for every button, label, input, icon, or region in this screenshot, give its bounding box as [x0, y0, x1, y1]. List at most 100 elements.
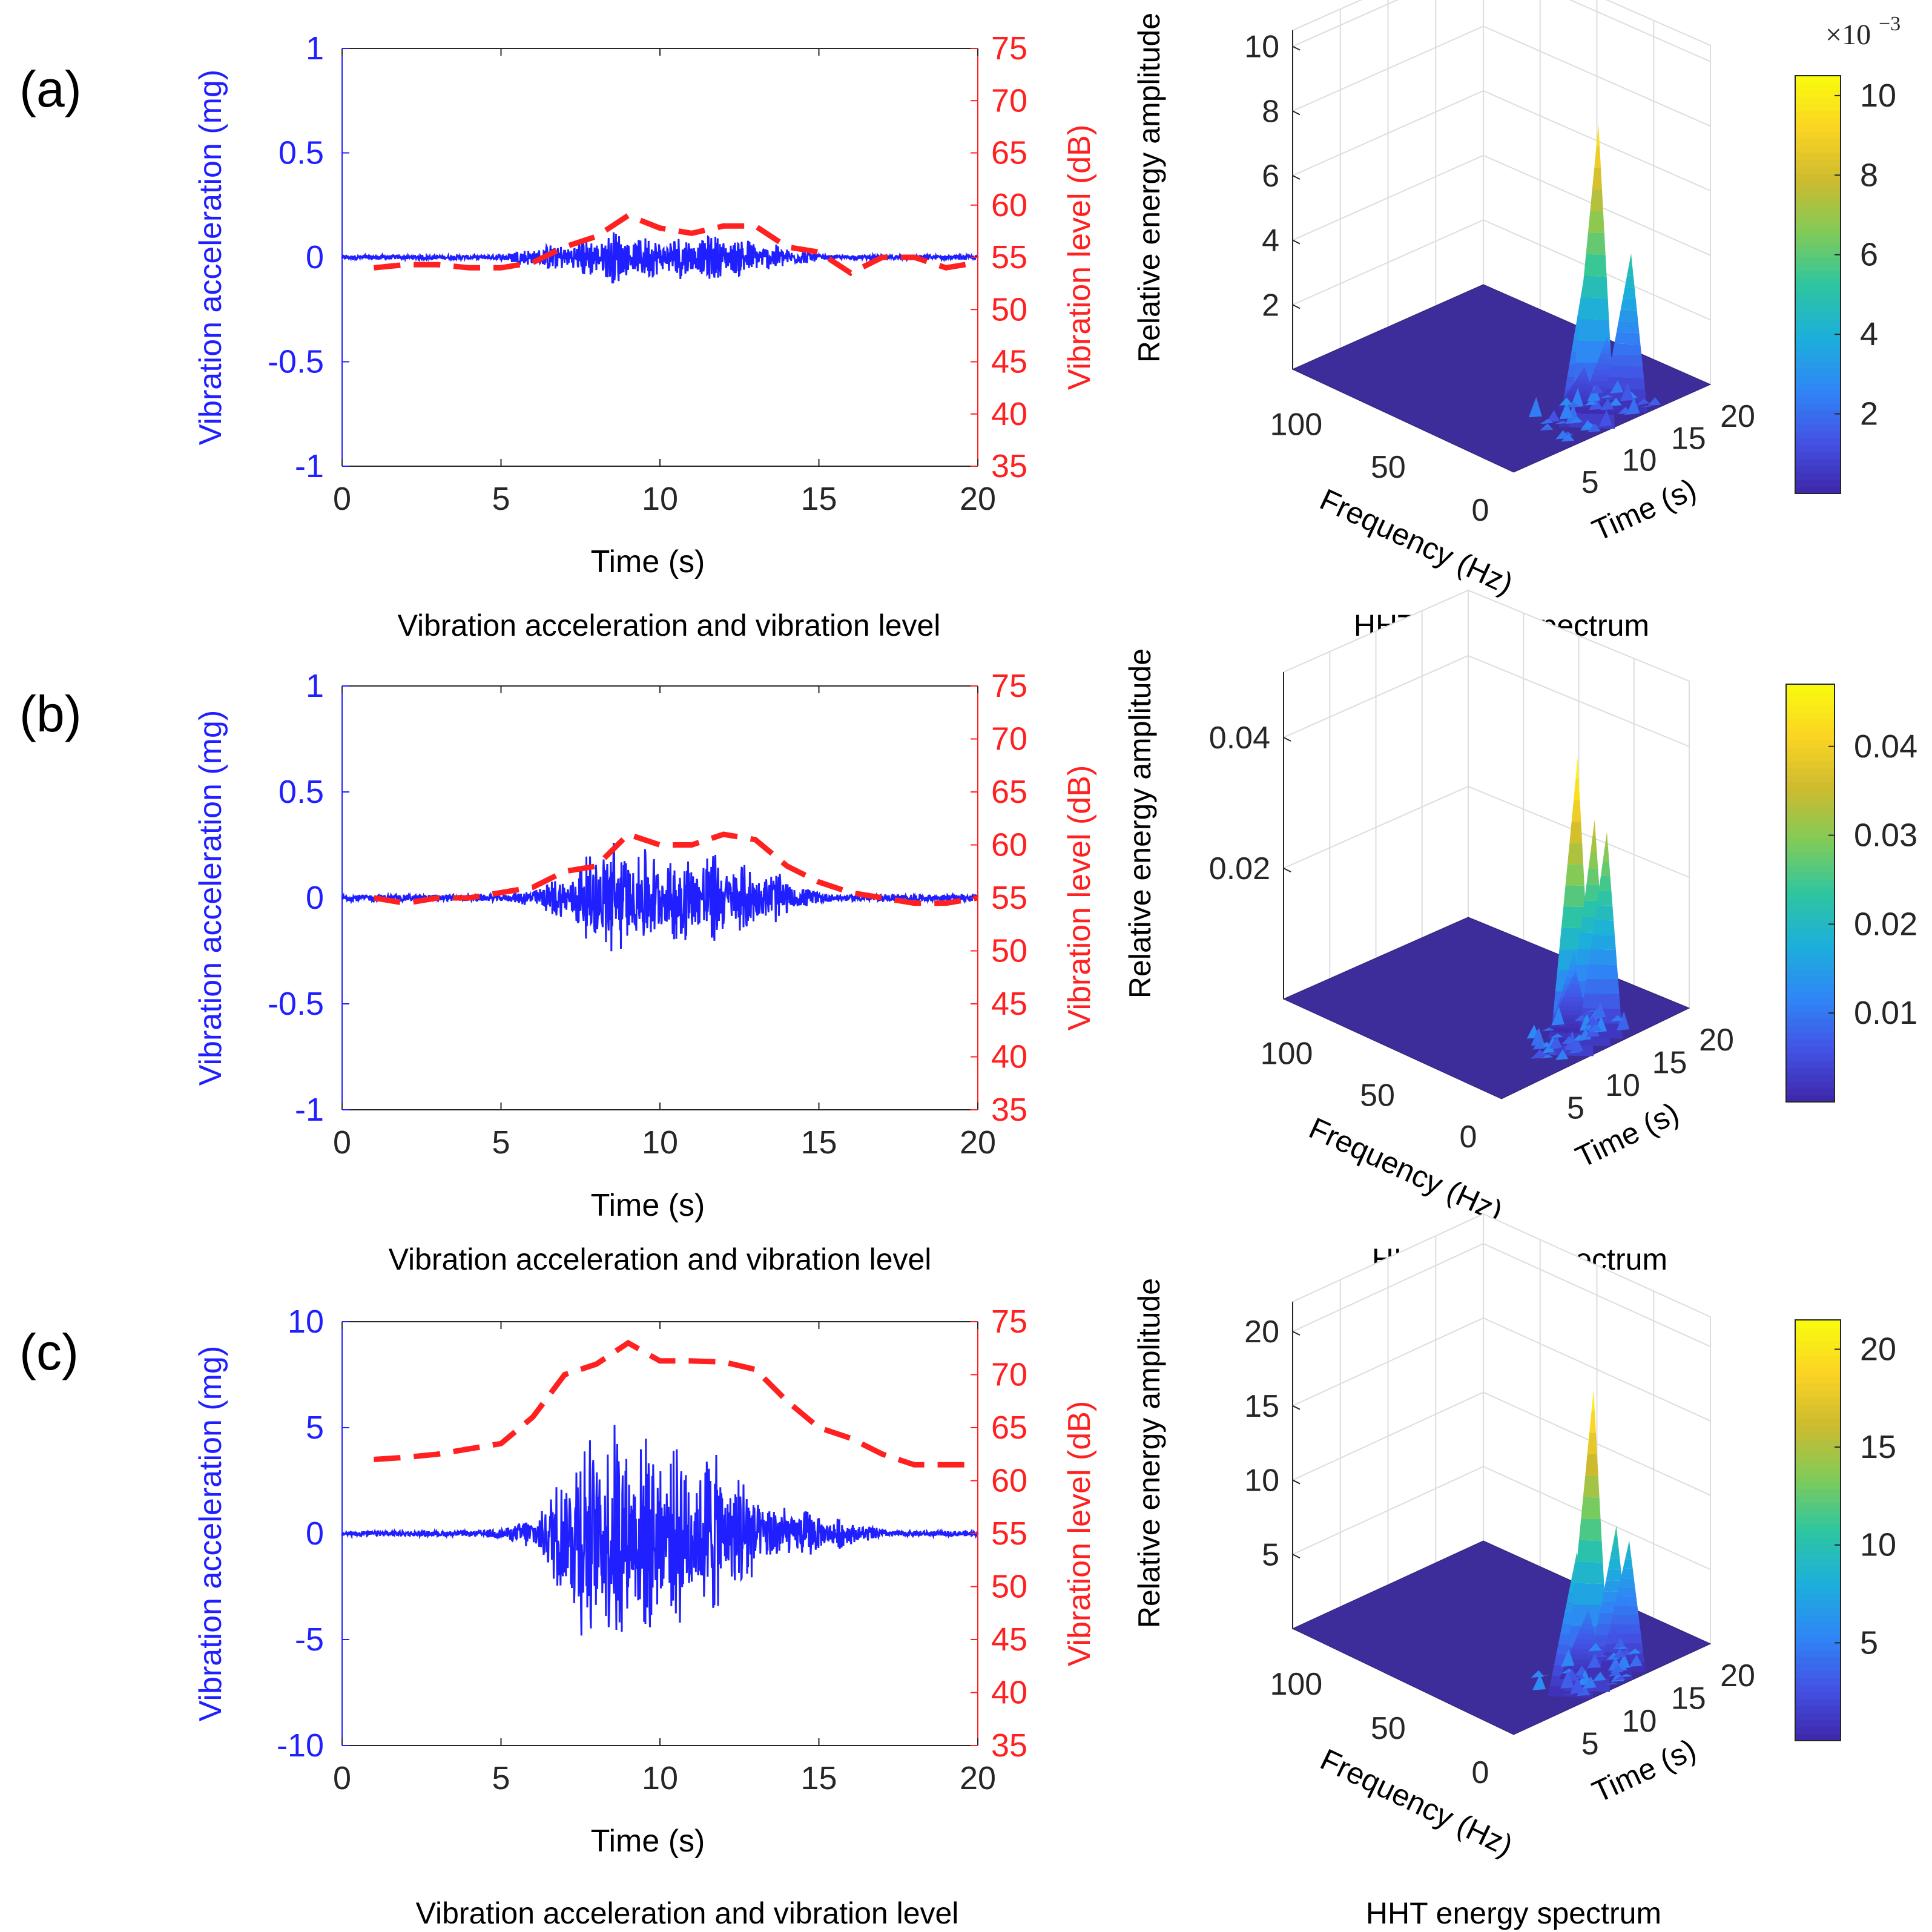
z-grid-line: [1283, 654, 1690, 747]
colorbar-gradient-step: [1786, 733, 1835, 740]
y-left-tick-label: 5: [306, 1409, 324, 1446]
x-tick-label: 15: [800, 481, 837, 517]
surface-peak-segment: [1577, 1540, 1603, 1563]
colorbar-gradient-step: [1795, 159, 1841, 167]
surface-peak-segment: [1565, 864, 1584, 886]
surface-ripple: [1647, 397, 1661, 406]
colorbar-gradient-step: [1795, 229, 1841, 237]
frequency-tick-label: 0: [1460, 1119, 1477, 1155]
z-tick-mark: [1292, 110, 1301, 116]
colorbar-gradient-step: [1795, 1390, 1841, 1398]
surface-ripple: [1566, 402, 1580, 408]
colorbar-gradient-step: [1795, 1649, 1841, 1657]
z-tick-mark: [1292, 175, 1301, 180]
colorbar-gradient-step: [1795, 361, 1841, 369]
surface-ripple: [1600, 398, 1614, 410]
colorbar-gradient-step: [1795, 1432, 1841, 1440]
surface-ripple: [1549, 1035, 1563, 1049]
colorbar-gradient-step: [1795, 285, 1841, 292]
surface-ripple: [1636, 398, 1650, 404]
colorbar-gradient-step: [1795, 458, 1841, 466]
colorbar-gradient-step: [1795, 389, 1841, 397]
colorbar-gradient-step: [1795, 1579, 1841, 1587]
surface-peak-segment: [1610, 354, 1643, 368]
colorbar-gradient-step: [1786, 684, 1835, 692]
colorbar-gradient-step: [1795, 263, 1841, 271]
surface-peak-segment: [1563, 992, 1583, 998]
colorbar-tick-label: 0.01: [1854, 995, 1917, 1031]
y-left-tick-label: 10: [288, 1304, 324, 1340]
z-tick-label: 6: [1262, 159, 1279, 194]
x-axis-label: Time (s): [591, 1188, 705, 1223]
z-tick-label: 4: [1262, 223, 1279, 259]
surface-peak-segment: [1581, 275, 1608, 298]
line-chart: 0 5 10 15 20 -10 -5 0 5 10 35 40 45 50 55 60 65 70 75 Time …: [193, 1304, 1097, 1859]
y-right-tick-label: 70: [991, 1357, 1027, 1393]
surface-peak-segment: [1578, 373, 1588, 377]
z-grid-line: [1292, 1391, 1711, 1496]
surface-peak-segment: [1584, 1613, 1591, 1619]
colorbar-gradient-step: [1795, 1593, 1841, 1601]
colorbar-gradient-step: [1795, 1719, 1841, 1727]
z-tick-label: 20: [1244, 1314, 1279, 1350]
y-right-tick-label: 40: [991, 1675, 1027, 1711]
surface-peak-segment: [1581, 1497, 1601, 1520]
colorbar-gradient-step: [1795, 96, 1841, 104]
z-axis-label: Relative energy amplitude: [1123, 648, 1157, 998]
z-grid-line: [1292, 1466, 1711, 1571]
surface-peak-segment: [1557, 1006, 1586, 1011]
surface-ripple: [1588, 1643, 1602, 1652]
z-tick-label: 10: [1244, 30, 1279, 65]
colorbar-gradient-step: [1795, 1530, 1841, 1538]
colorbar-gradient-step: [1786, 851, 1835, 859]
colorbar-gradient-step: [1795, 1334, 1841, 1342]
colorbar-gradient-step: [1786, 809, 1835, 817]
line-chart-caption: Vibration acceleration and vibration lev…: [389, 1242, 932, 1276]
x-axis-label: Time (s): [591, 544, 705, 579]
x-tick-label: 15: [800, 1124, 837, 1161]
surface-peak-segment: [1583, 1475, 1600, 1498]
surface-ripple: [1545, 1053, 1558, 1055]
y-right-tick-label: 55: [991, 1515, 1027, 1552]
surface-peak-segment: [1577, 318, 1611, 342]
colorbar-gradient-step: [1786, 768, 1835, 776]
y-right-axis-label: Vibration level (dB): [1062, 1401, 1097, 1666]
surface-peak-segment: [1588, 852, 1598, 869]
colorbar-gradient-step: [1786, 1025, 1835, 1033]
colorbar-gradient-step: [1786, 991, 1835, 998]
colorbar-tick-label: 10: [1860, 77, 1896, 114]
surface-peak-segment: [1610, 1615, 1640, 1626]
colorbar-gradient-step: [1786, 886, 1835, 894]
y-left-tick-label: -0.5: [268, 986, 324, 1022]
surface-ripple: [1584, 400, 1598, 406]
colorbar-gradient-step: [1795, 1726, 1841, 1735]
z-tick-label: 5: [1262, 1537, 1279, 1572]
surface-peak-segment: [1568, 963, 1578, 971]
surface-peak-segment: [1582, 994, 1621, 1009]
surface-ripple: [1561, 1036, 1575, 1044]
y-left-axis-label: Vibration acceleration (mg): [193, 70, 228, 445]
frequency-tick-label: 50: [1371, 450, 1406, 485]
colorbar-gradient-step: [1795, 1614, 1841, 1623]
surface-peak-segment: [1597, 358, 1614, 364]
surface-peak-segment: [1600, 861, 1611, 877]
surface-peak-segment: [1586, 868, 1600, 885]
surface-ripple: [1587, 423, 1601, 432]
z-grid-line: [1292, 154, 1711, 256]
surface-ripple: [1609, 417, 1623, 418]
surface-ripple: [1613, 1650, 1627, 1658]
colorbar-gradient-step: [1786, 1095, 1835, 1103]
y-left-tick-label: -1: [295, 1092, 324, 1128]
surface-ripple: [1528, 397, 1542, 418]
colorbar-gradient-step: [1795, 138, 1841, 146]
z-grid-line: [1292, 25, 1711, 127]
colorbar-gradient-step: [1786, 747, 1835, 754]
colorbar-gradient-step: [1795, 1558, 1841, 1566]
colorbar-gradient-step: [1786, 1018, 1835, 1026]
z-grid-line: [1292, 1317, 1711, 1422]
z-grid-line: [1292, 0, 1711, 62]
colorbar-gradient-step: [1786, 997, 1835, 1005]
colorbar-gradient-step: [1795, 277, 1841, 285]
surface-ripple: [1620, 382, 1634, 401]
colorbar-gradient-step: [1795, 124, 1841, 132]
